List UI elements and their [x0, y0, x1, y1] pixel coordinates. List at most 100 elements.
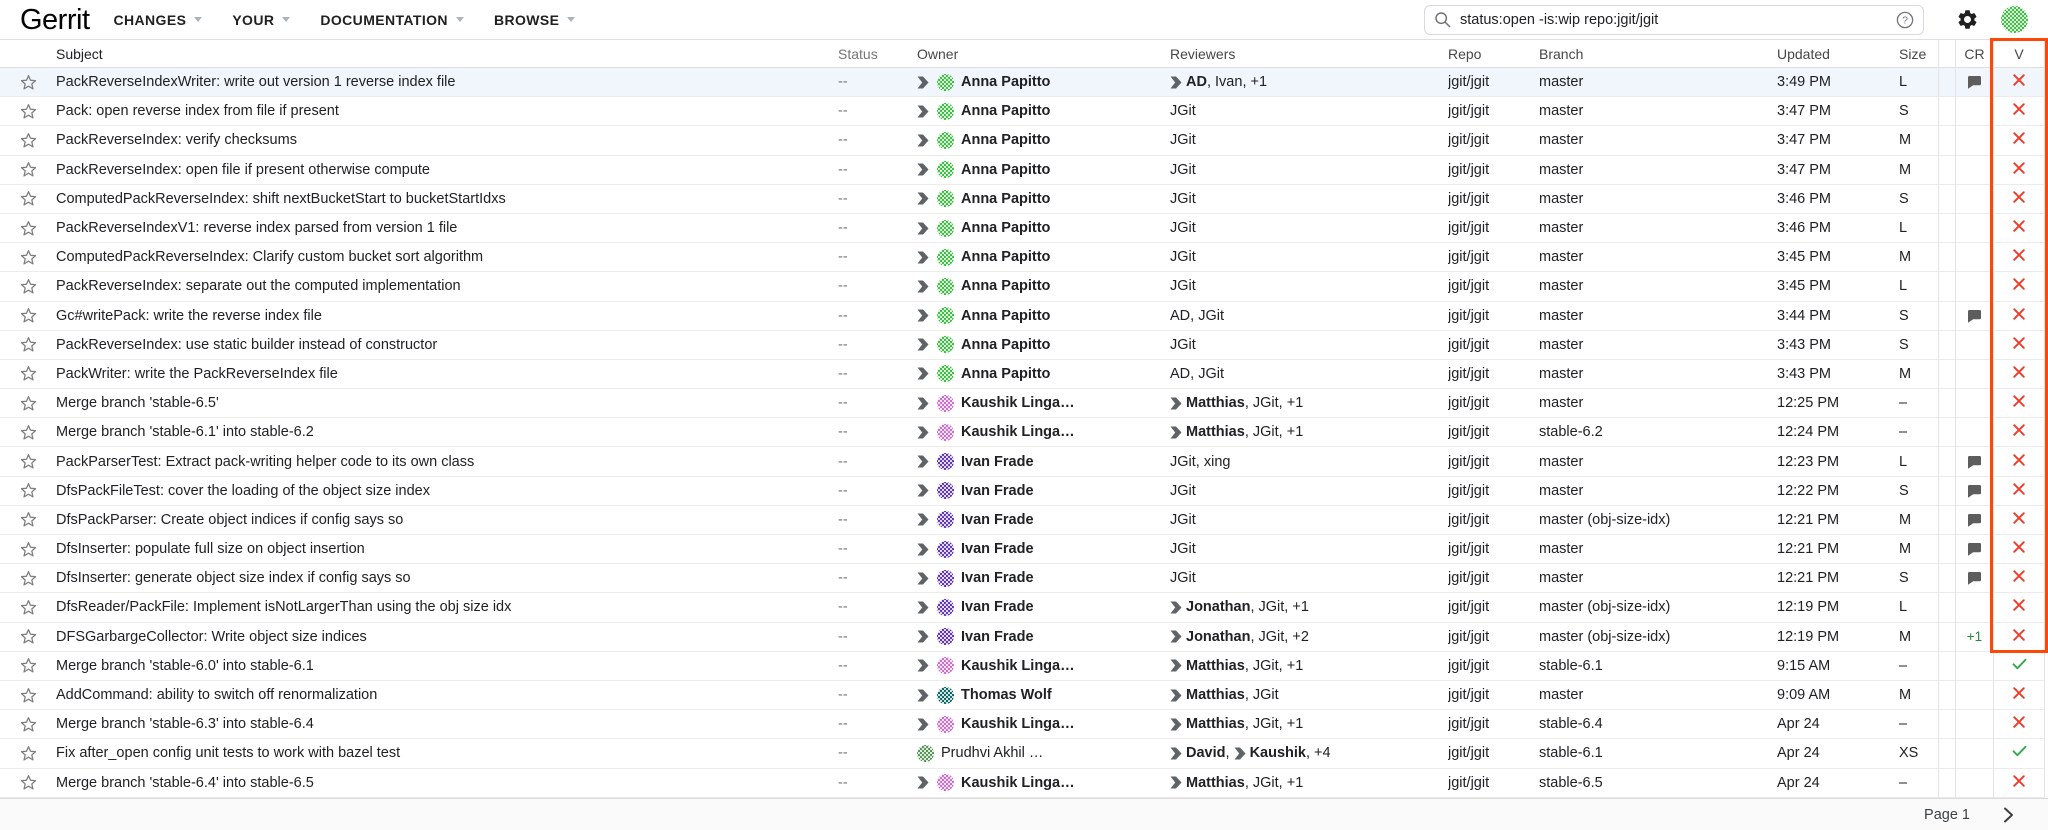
change-subject[interactable]: PackReverseIndexWriter: write out versio…	[56, 74, 456, 91]
branch-link[interactable]: master (obj-size-idx)	[1539, 511, 1671, 528]
change-subject[interactable]: DfsPackFileTest: cover the loading of th…	[56, 482, 430, 499]
branch-link[interactable]: stable-6.1	[1539, 745, 1603, 762]
change-subject[interactable]: AddCommand: ability to switch off renorm…	[56, 687, 378, 704]
change-row[interactable]: PackParserTest: Extract pack-writing hel…	[0, 447, 2045, 477]
branch-link[interactable]: master	[1539, 365, 1584, 382]
owner-cell[interactable]: Ivan Frade	[917, 564, 1170, 594]
change-subject[interactable]: Pack: open reverse index from file if pr…	[56, 103, 339, 120]
repo-link[interactable]: jgit/jgit	[1448, 541, 1490, 558]
star-icon[interactable]	[20, 190, 37, 207]
change-row[interactable]: Merge branch 'stable-6.5' -- Kaushik Linga…	[0, 389, 2045, 419]
repo-link[interactable]: jgit/jgit	[1448, 103, 1490, 120]
change-subject[interactable]: Gc#writePack: write the reverse index fi…	[56, 307, 322, 324]
owner-cell[interactable]: Anna Papitto	[917, 243, 1170, 273]
star-icon[interactable]	[20, 453, 37, 470]
star-icon[interactable]	[20, 395, 37, 412]
change-subject[interactable]: PackReverseIndex: open file if present o…	[56, 161, 430, 178]
change-row[interactable]: PackReverseIndexV1: reverse index parsed…	[0, 213, 2045, 244]
owner-cell[interactable]: Anna Papitto	[917, 185, 1170, 214]
repo-link[interactable]: jgit/jgit	[1448, 511, 1490, 528]
branch-link[interactable]: stable-6.4	[1539, 716, 1603, 733]
branch-link[interactable]: stable-6.5	[1539, 774, 1603, 791]
owner-cell[interactable]: Ivan Frade	[917, 535, 1170, 565]
owner-cell[interactable]: Anna Papitto	[917, 156, 1170, 185]
branch-link[interactable]: master	[1539, 453, 1584, 470]
star-icon[interactable]	[20, 365, 37, 382]
search-help-icon[interactable]: ?	[1896, 11, 1914, 29]
repo-link[interactable]: jgit/jgit	[1448, 278, 1490, 295]
repo-link[interactable]: jgit/jgit	[1448, 482, 1490, 499]
settings-gear-icon[interactable]	[1956, 8, 1979, 31]
change-subject[interactable]: DfsInserter: generate object size index …	[56, 570, 411, 587]
nav-menu-changes[interactable]: CHANGES	[114, 12, 203, 28]
change-subject[interactable]: PackParserTest: Extract pack-writing hel…	[56, 453, 475, 470]
owner-cell[interactable]: Ivan Frade	[917, 447, 1170, 477]
star-icon[interactable]	[20, 161, 37, 178]
branch-link[interactable]: master	[1539, 278, 1584, 295]
star-icon[interactable]	[20, 74, 37, 91]
next-page-button[interactable]	[1998, 805, 2018, 825]
star-icon[interactable]	[20, 570, 37, 587]
branch-link[interactable]: master	[1539, 161, 1584, 178]
change-row[interactable]: Merge branch 'stable-6.0' into stable-6.…	[0, 651, 2045, 681]
change-row[interactable]: Pack: open reverse index from file if pr…	[0, 97, 2045, 127]
change-row[interactable]: Merge branch 'stable-6.4' into stable-6.…	[0, 768, 2045, 798]
owner-cell[interactable]: Prudhvi Akhil …	[917, 739, 1170, 769]
change-subject[interactable]: PackReverseIndex: verify checksums	[56, 132, 297, 149]
repo-link[interactable]: jgit/jgit	[1448, 74, 1490, 91]
branch-link[interactable]: stable-6.1	[1539, 657, 1603, 674]
branch-link[interactable]: master	[1539, 74, 1584, 91]
star-icon[interactable]	[20, 511, 37, 528]
change-row[interactable]: Merge branch 'stable-6.1' into stable-6.…	[0, 418, 2045, 448]
change-subject[interactable]: Merge branch 'stable-6.5'	[56, 395, 219, 412]
owner-cell[interactable]: Kaushik Linga…	[917, 710, 1170, 740]
change-row[interactable]: PackReverseIndex: use static builder ins…	[0, 330, 2045, 360]
nav-menu-documentation[interactable]: DOCUMENTATION	[320, 12, 464, 28]
star-icon[interactable]	[20, 278, 37, 295]
change-subject[interactable]: PackWriter: write the PackReverseIndex f…	[56, 365, 338, 382]
star-icon[interactable]	[20, 541, 37, 558]
change-row[interactable]: DfsPackParser: Create object indices if …	[0, 505, 2045, 535]
change-subject[interactable]: ComputedPackReverseIndex: Clarify custom…	[56, 249, 484, 266]
change-row[interactable]: Merge branch 'stable-6.3' into stable-6.…	[0, 710, 2045, 740]
change-row[interactable]: PackReverseIndex: separate out the compu…	[0, 272, 2045, 302]
change-row[interactable]: DfsInserter: populate full size on objec…	[0, 535, 2045, 565]
star-icon[interactable]	[20, 628, 37, 645]
repo-link[interactable]: jgit/jgit	[1448, 424, 1490, 441]
star-icon[interactable]	[20, 774, 37, 791]
branch-link[interactable]: master	[1539, 132, 1584, 149]
change-subject[interactable]: DfsPackParser: Create object indices if …	[56, 511, 404, 528]
change-subject[interactable]: Merge branch 'stable-6.4' into stable-6.…	[56, 774, 314, 791]
star-icon[interactable]	[20, 716, 37, 733]
change-row[interactable]: PackReverseIndex: verify checksums -- Anna…	[0, 126, 2045, 156]
branch-link[interactable]: master	[1539, 336, 1584, 353]
repo-link[interactable]: jgit/jgit	[1448, 220, 1490, 237]
star-icon[interactable]	[20, 336, 37, 353]
repo-link[interactable]: jgit/jgit	[1448, 307, 1490, 324]
repo-link[interactable]: jgit/jgit	[1448, 249, 1490, 266]
repo-link[interactable]: jgit/jgit	[1448, 599, 1490, 616]
change-subject[interactable]: DfsReader/PackFile: Implement isNotLarge…	[56, 599, 512, 616]
owner-cell[interactable]: Anna Papitto	[917, 68, 1170, 98]
branch-link[interactable]: master	[1539, 482, 1584, 499]
owner-cell[interactable]: Anna Papitto	[917, 302, 1170, 331]
branch-link[interactable]: master	[1539, 103, 1584, 120]
change-row[interactable]: DfsReader/PackFile: Implement isNotLarge…	[0, 593, 2045, 623]
change-row[interactable]: DFSGarbargeCollector: Write object size …	[0, 622, 2045, 652]
branch-link[interactable]: master	[1539, 190, 1584, 207]
owner-cell[interactable]: Anna Papitto	[917, 272, 1170, 302]
user-avatar[interactable]	[2001, 6, 2028, 33]
branch-link[interactable]: stable-6.2	[1539, 424, 1603, 441]
change-row[interactable]: DfsPackFileTest: cover the loading of th…	[0, 476, 2045, 506]
repo-link[interactable]: jgit/jgit	[1448, 132, 1490, 149]
star-icon[interactable]	[20, 103, 37, 120]
owner-cell[interactable]: Ivan Frade	[917, 593, 1170, 623]
owner-cell[interactable]: Anna Papitto	[917, 126, 1170, 156]
change-row[interactable]: PackWriter: write the PackReverseIndex f…	[0, 359, 2045, 390]
repo-link[interactable]: jgit/jgit	[1448, 395, 1490, 412]
branch-link[interactable]: master	[1539, 220, 1584, 237]
branch-link[interactable]: master	[1539, 249, 1584, 266]
change-subject[interactable]: PackReverseIndex: separate out the compu…	[56, 278, 461, 295]
repo-link[interactable]: jgit/jgit	[1448, 365, 1490, 382]
branch-link[interactable]: master (obj-size-idx)	[1539, 599, 1671, 616]
